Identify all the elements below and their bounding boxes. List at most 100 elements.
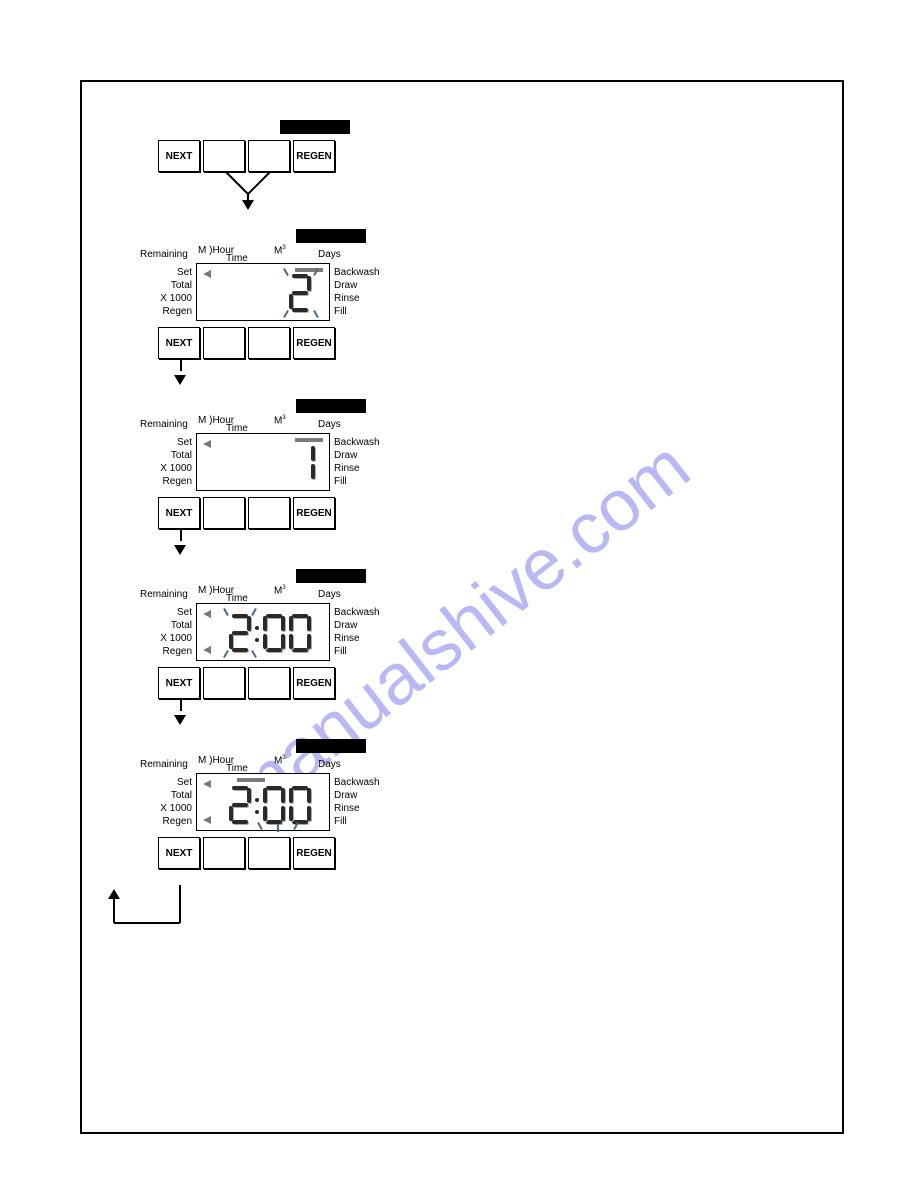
- regen-button[interactable]: REGEN: [293, 837, 335, 869]
- up-button[interactable]: [203, 497, 245, 529]
- steps-column: NEXT REGEN Remaining M )Hour Time M3 Day…: [140, 120, 400, 946]
- step-header-bar: [280, 120, 350, 134]
- header-remaining: Remaining: [140, 589, 188, 600]
- arrow-down-icon: [174, 375, 186, 385]
- down-button[interactable]: [248, 497, 290, 529]
- lcd-header: Remaining M )Hour Time M3 Days: [178, 411, 398, 433]
- triangle-down-icon: [259, 335, 279, 351]
- label-fill: Fill: [334, 305, 380, 318]
- left-labels: Set Total X 1000 Regen: [140, 606, 192, 658]
- colon-icon: [255, 638, 259, 642]
- lcd-row: Set Total X 1000 Regen Backwash Draw: [140, 433, 400, 491]
- lcd-display: [196, 263, 330, 321]
- next-button[interactable]: NEXT: [158, 497, 200, 529]
- triangle-up-icon: [214, 675, 234, 691]
- label-fill: Fill: [334, 645, 380, 658]
- label-backwash: Backwash: [334, 606, 380, 619]
- triangle-down-icon: [259, 845, 279, 861]
- colon-icon: [255, 810, 259, 814]
- label-total: Total: [140, 279, 192, 292]
- label-set: Set: [140, 776, 192, 789]
- triangle-up-icon: [214, 505, 234, 521]
- page: manualshive.com NEXT REGEN Remaining M )…: [0, 0, 918, 1188]
- label-rinse: Rinse: [334, 802, 380, 815]
- colon-icon: [255, 798, 259, 802]
- step-5: Remaining M )Hour Time M3 Days Set Total…: [140, 751, 400, 869]
- label-total: Total: [140, 789, 192, 802]
- pointer-icon: [203, 610, 211, 618]
- down-button[interactable]: [248, 140, 290, 172]
- up-button[interactable]: [203, 327, 245, 359]
- digit-2: [229, 614, 251, 652]
- pointer-icon: [203, 780, 211, 788]
- arrow-stem: [180, 529, 182, 541]
- right-labels: Backwash Draw Rinse Fill: [334, 436, 380, 488]
- regen-button[interactable]: REGEN: [293, 140, 335, 172]
- lcd-header: Remaining M )Hour Time M3 Days: [178, 241, 398, 263]
- triangle-down-icon: [259, 148, 279, 164]
- label-regen: Regen: [140, 475, 192, 488]
- down-button[interactable]: [248, 667, 290, 699]
- label-draw: Draw: [334, 789, 380, 802]
- label-rinse: Rinse: [334, 462, 380, 475]
- regen-button[interactable]: REGEN: [293, 327, 335, 359]
- down-button[interactable]: [248, 327, 290, 359]
- lcd-header: Remaining M )Hour Time M3 Days: [178, 581, 398, 603]
- header-remaining: Remaining: [140, 249, 188, 260]
- header-m3: M3: [274, 245, 286, 256]
- lcd-row: Set Total X 1000 Regen: [140, 603, 400, 661]
- up-button[interactable]: [203, 667, 245, 699]
- lcd-row: Set Total X 1000 Regen: [140, 263, 400, 321]
- converge-arrow-icon: [158, 172, 338, 210]
- label-draw: Draw: [334, 279, 380, 292]
- flash-icon: [313, 310, 319, 318]
- label-rinse: Rinse: [334, 632, 380, 645]
- label-regen: Regen: [140, 305, 192, 318]
- lcd-display: [196, 603, 330, 661]
- label-regen: Regen: [140, 815, 192, 828]
- button-row: NEXT REGEN: [158, 667, 400, 699]
- digit-0: [263, 614, 285, 652]
- next-button[interactable]: NEXT: [158, 140, 200, 172]
- label-total: Total: [140, 449, 192, 462]
- pointer-icon: [203, 646, 211, 654]
- button-row: NEXT REGEN: [158, 837, 400, 869]
- triangle-up-icon: [214, 845, 234, 861]
- label-x1000: X 1000: [140, 462, 192, 475]
- header-days: Days: [318, 759, 341, 770]
- label-fill: Fill: [334, 815, 380, 828]
- flash-icon: [257, 822, 263, 830]
- left-labels: Set Total X 1000 Regen: [140, 436, 192, 488]
- label-backwash: Backwash: [334, 436, 380, 449]
- button-row: NEXT REGEN: [158, 327, 400, 359]
- next-button[interactable]: NEXT: [158, 837, 200, 869]
- next-button[interactable]: NEXT: [158, 667, 200, 699]
- right-labels: Backwash Draw Rinse Fill: [334, 606, 380, 658]
- triangle-up-icon: [214, 335, 234, 351]
- arrow-stem: [180, 359, 182, 371]
- flash-icon: [251, 650, 257, 658]
- pointer-icon: [203, 440, 211, 448]
- step-header-bar: [296, 739, 366, 753]
- button-row: NEXT REGEN: [158, 140, 400, 172]
- label-draw: Draw: [334, 449, 380, 462]
- up-button[interactable]: [203, 140, 245, 172]
- flash-icon: [283, 310, 289, 318]
- down-button[interactable]: [248, 837, 290, 869]
- header-days: Days: [318, 589, 341, 600]
- right-labels: Backwash Draw Rinse Fill: [334, 776, 380, 828]
- header-m3: M3: [274, 755, 286, 766]
- arrow-stem: [180, 699, 182, 711]
- triangle-down-icon: [259, 505, 279, 521]
- label-set: Set: [140, 436, 192, 449]
- header-m3: M3: [274, 585, 286, 596]
- label-x1000: X 1000: [140, 292, 192, 305]
- next-button[interactable]: NEXT: [158, 327, 200, 359]
- lcd-header: Remaining M )Hour Time M3 Days: [178, 751, 398, 773]
- up-button[interactable]: [203, 837, 245, 869]
- regen-button[interactable]: REGEN: [293, 667, 335, 699]
- arrow-down-icon: [174, 545, 186, 555]
- regen-button[interactable]: REGEN: [293, 497, 335, 529]
- label-draw: Draw: [334, 619, 380, 632]
- step-4: Remaining M )Hour Time M3 Days Set Total…: [140, 581, 400, 725]
